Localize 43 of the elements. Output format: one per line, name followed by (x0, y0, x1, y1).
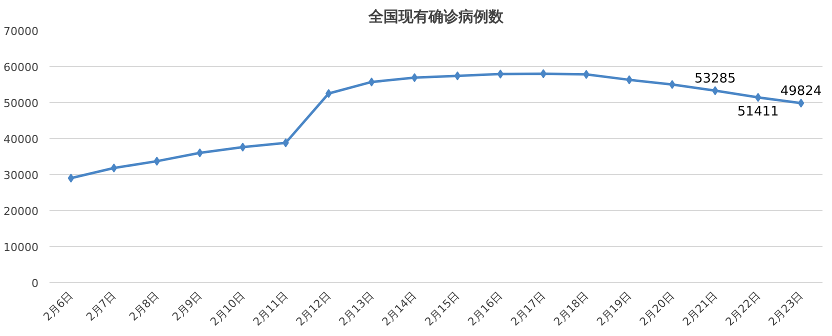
chart-title: 全国现有确诊病例数 (368, 8, 504, 26)
point (154, 156, 160, 166)
x-tick-label: 2月14日 (380, 288, 420, 328)
point (712, 86, 718, 96)
x-tick-label: 2月21日 (680, 288, 720, 328)
point (454, 71, 461, 80)
x-tick-label: 2月19日 (594, 288, 634, 328)
point (798, 98, 804, 108)
point (411, 73, 418, 82)
data-label: 53285 (694, 72, 736, 87)
x-tick-label: 2月17日 (508, 288, 548, 328)
y-tick-label: 0 (32, 277, 38, 290)
y-tick-label: 70000 (4, 25, 39, 38)
data-label: 49824 (780, 84, 822, 100)
x-tick-label: 2月20日 (637, 288, 677, 328)
y-tick-label: 30000 (4, 169, 39, 182)
x-tick-label: 2月13日 (336, 288, 376, 328)
y-tick-label: 20000 (4, 205, 39, 218)
x-tick-label: 2月10日 (208, 288, 248, 328)
x-tick-label: 2月12日 (294, 288, 334, 328)
x-tick-label: 2月8日 (126, 288, 162, 324)
point (754, 92, 762, 102)
point (68, 174, 74, 183)
point (368, 77, 375, 86)
point (325, 89, 332, 98)
x-tick-label: 2月16日 (465, 288, 506, 328)
data-label: 51411 (737, 104, 779, 120)
x-tick-label: 2月23日 (766, 288, 806, 328)
y-tick-label: 60000 (4, 61, 39, 74)
point (540, 69, 547, 78)
y-tick-label: 10000 (4, 241, 39, 254)
x-tick-label: 2月6日 (40, 288, 76, 324)
y-tick-label: 40000 (4, 133, 39, 146)
x-tick-label: 2月15日 (422, 288, 462, 328)
x-tick-label: 2月18日 (551, 288, 591, 328)
x-tick-label: 2月22日 (723, 288, 763, 328)
y-tick-label: 50000 (4, 97, 39, 110)
point (497, 70, 504, 79)
x-tick-label: 2月7日 (84, 288, 119, 324)
x-tick-label: 2月11日 (250, 288, 290, 328)
x-tick-label: 2月9日 (170, 288, 204, 324)
point (110, 164, 118, 173)
point (669, 80, 676, 89)
